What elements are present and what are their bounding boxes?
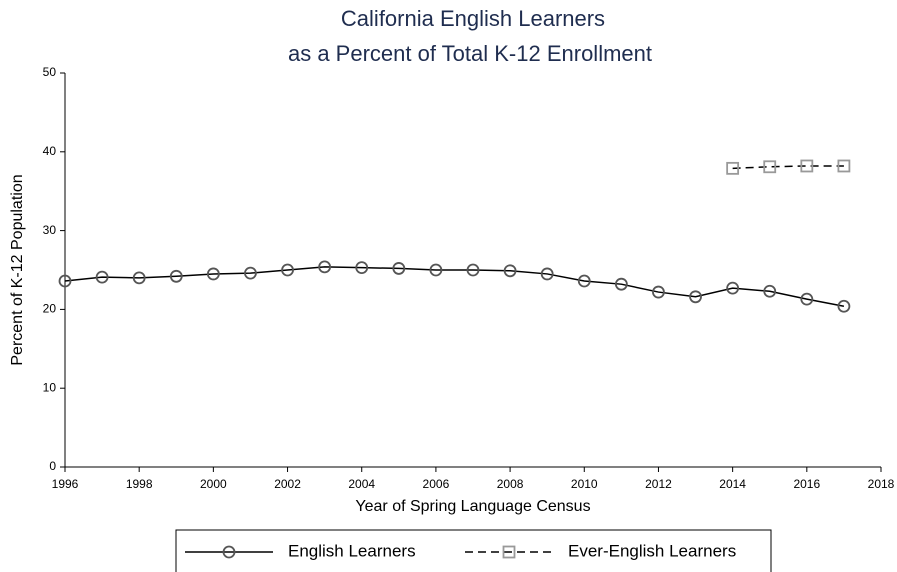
chart-title: as a Percent of Total K-12 Enrollment <box>288 41 652 66</box>
y-tick-label: 0 <box>49 459 56 473</box>
legend-box <box>175 529 772 572</box>
marker <box>355 261 369 275</box>
y-tick-label: 30 <box>43 223 57 237</box>
x-tick-label: 2006 <box>423 477 450 491</box>
legend-marker <box>502 545 516 559</box>
marker <box>837 299 851 313</box>
x-tick-label: 2018 <box>868 477 895 491</box>
x-tick-label: 2016 <box>793 477 820 491</box>
marker <box>689 290 702 304</box>
x-tick-label: 2014 <box>719 477 746 491</box>
legend-marker <box>222 545 236 559</box>
marker <box>95 270 109 284</box>
marker <box>837 159 851 173</box>
marker <box>281 263 294 277</box>
series-line <box>732 165 844 170</box>
legend-label: English Learners <box>288 541 416 560</box>
marker <box>800 159 814 173</box>
marker <box>132 271 146 285</box>
x-axis-label: Year of Spring Language Census <box>355 498 590 515</box>
marker <box>800 292 814 306</box>
y-axis-label: Percent of K-12 Population <box>9 174 26 365</box>
marker <box>318 260 332 274</box>
x-tick-label: 2004 <box>348 477 375 491</box>
marker <box>726 161 740 175</box>
y-tick-label: 10 <box>43 380 57 394</box>
y-tick-label: 20 <box>43 302 57 316</box>
marker <box>58 274 72 288</box>
x-tick-label: 2012 <box>645 477 672 491</box>
x-tick-label: 1996 <box>52 477 79 491</box>
marker <box>244 266 257 280</box>
marker <box>652 285 665 299</box>
marker <box>466 263 480 277</box>
chart-title: California English Learners <box>341 6 605 31</box>
marker <box>392 262 406 275</box>
series-line <box>64 266 845 307</box>
x-tick-label: 2008 <box>497 477 524 491</box>
marker <box>169 269 183 283</box>
marker <box>206 267 220 281</box>
marker <box>429 263 443 277</box>
marker <box>540 267 554 281</box>
marker <box>763 284 777 298</box>
y-tick-label: 50 <box>43 65 57 79</box>
x-tick-label: 1998 <box>126 477 153 491</box>
marker <box>503 264 517 278</box>
marker <box>726 281 740 295</box>
marker <box>577 274 591 288</box>
marker <box>614 277 628 291</box>
x-tick-label: 2010 <box>571 477 598 491</box>
x-tick-label: 2002 <box>274 477 301 491</box>
x-tick-label: 2000 <box>200 477 227 491</box>
marker <box>763 160 777 174</box>
legend-label: Ever-English Learners <box>568 541 736 560</box>
y-tick-label: 40 <box>43 144 57 158</box>
